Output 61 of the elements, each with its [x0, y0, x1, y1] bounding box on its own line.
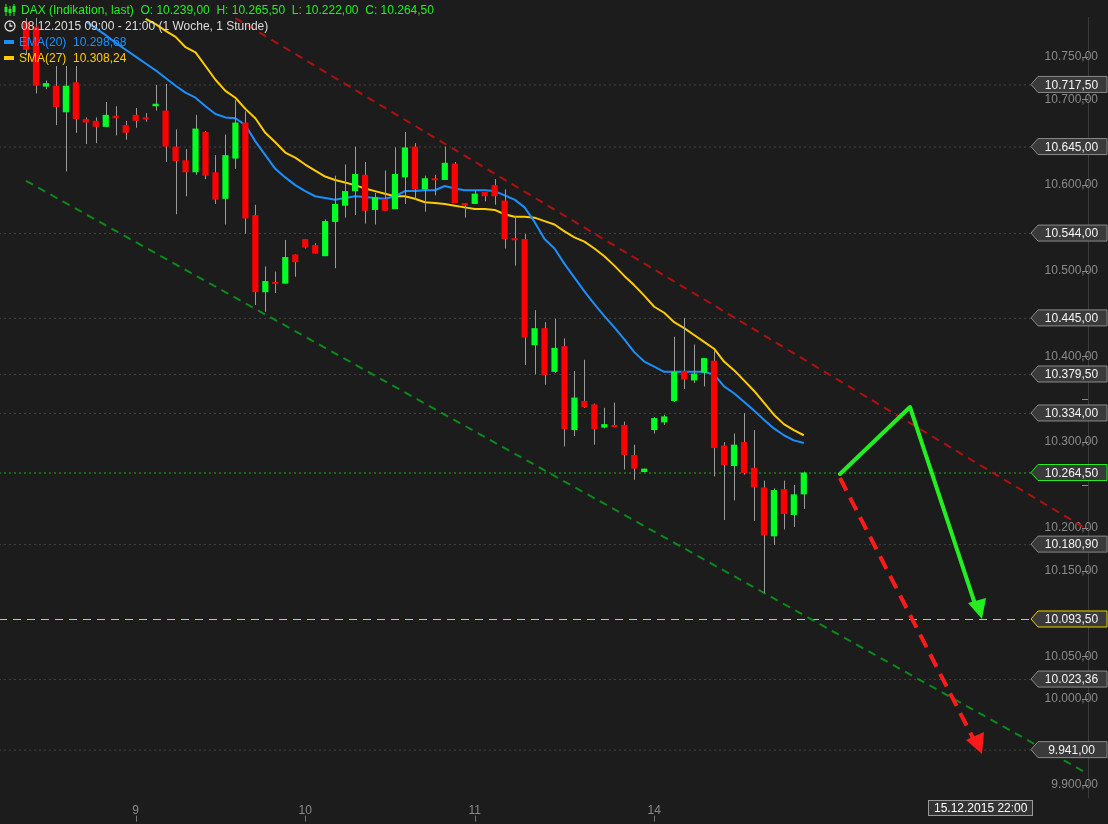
candlestick: [381, 170, 389, 212]
candlestick: [92, 116, 99, 144]
ref-line-label: 10.717,50: [1044, 77, 1099, 92]
ref-line-label: 10.264,50: [1044, 465, 1099, 480]
y-tick-label: 10.500,00: [1044, 263, 1099, 278]
candlestick: [172, 128, 179, 215]
candlestick: [431, 174, 438, 196]
y-tick-label: 10.400,00: [1044, 348, 1099, 363]
y-tick-label: 10.600,00: [1044, 177, 1099, 192]
y-tick-label: 10.050,00: [1044, 648, 1099, 663]
ref-line-label: 10.445,00: [1044, 311, 1099, 326]
candlestick: [531, 309, 538, 375]
candlestick: [681, 317, 688, 390]
candlestick: [551, 318, 558, 374]
y-tick-label: 10.200,00: [1044, 520, 1099, 535]
candlestick: [182, 148, 189, 197]
ref-line-label: 10.334,00: [1044, 406, 1099, 421]
candlestick: [52, 65, 59, 126]
candlestick: [102, 101, 109, 128]
candlestick: [342, 164, 349, 219]
candlestick: [750, 429, 758, 522]
candlestick: [730, 433, 738, 501]
y-tick-label: 9.900,00: [1051, 777, 1099, 792]
text: 15.12.2015 22:00: [928, 800, 1034, 816]
y-tick-label: 10.150,00: [1044, 562, 1099, 577]
candlestick: [441, 146, 448, 181]
candlestick: [371, 192, 379, 226]
candlestick: [351, 146, 359, 216]
ref-line-label: 10.180,90: [1044, 537, 1099, 552]
candlestick: [790, 484, 797, 528]
candlestick: [132, 107, 139, 129]
candlestick: [272, 271, 279, 294]
candlestick: [262, 265, 269, 313]
candlestick: [611, 402, 618, 428]
ref-line-label: 10.379,50: [1044, 367, 1099, 382]
x-tick-label: 11: [468, 803, 482, 818]
candlestick: [82, 116, 89, 145]
ref-line-label: 10.093,50: [1044, 612, 1099, 627]
ref-line-label: 10.544,00: [1044, 226, 1099, 241]
ref-line-label: 10.023,36: [1044, 672, 1099, 687]
candlestick: [491, 178, 498, 206]
candlestick: [122, 120, 129, 141]
y-tick-label: 10.750,00: [1044, 48, 1099, 63]
candlestick: [631, 444, 638, 481]
candlestick: [292, 253, 299, 278]
ref-line-label: 9.941,00: [1048, 742, 1096, 757]
x-tick-label: 10: [298, 803, 313, 818]
chart-title: DAX (Indikation, last) O: 10.239,00 H: 10.265,50 L: 10.222,00 C: 10.264,50: [21, 2, 434, 18]
x-tick-label: 9: [132, 803, 140, 818]
candlestick: [720, 441, 728, 521]
y-tick-label: 10.000,00: [1044, 691, 1099, 706]
candlestick: [421, 175, 428, 213]
candlestick: [800, 471, 807, 510]
y-tick-label: 10.300,00: [1044, 434, 1099, 449]
candlestick: [511, 215, 518, 267]
ref-line-label: 10.645,00: [1044, 139, 1099, 154]
x-tick-label: 14: [647, 803, 662, 818]
candlestick: [581, 359, 588, 409]
candlestick: [332, 175, 339, 269]
candlestick: [700, 357, 708, 387]
y-tick-label: 10.700,00: [1044, 91, 1099, 106]
